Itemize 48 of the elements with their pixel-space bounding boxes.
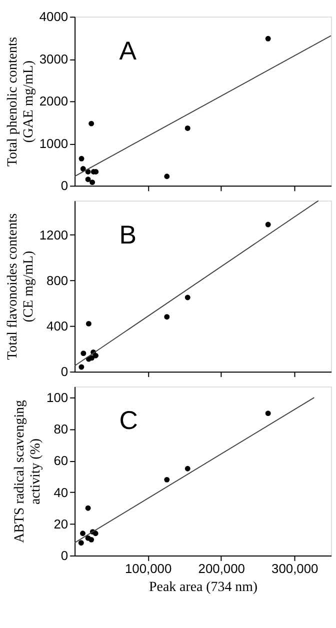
- point: [78, 540, 84, 546]
- annotation: B: [119, 221, 137, 250]
- point: [265, 36, 271, 42]
- point: [80, 350, 86, 356]
- y-tick-label: 80: [54, 422, 68, 437]
- point: [80, 166, 86, 172]
- y-axis-title: Total flavonoides contents (CE mg/mL): [5, 213, 36, 360]
- y-tick-label: 0: [60, 178, 68, 194]
- point: [93, 352, 98, 358]
- point: [164, 476, 170, 482]
- y-tick-label: 800: [46, 272, 68, 288]
- point: [78, 364, 84, 370]
- point: [86, 320, 92, 326]
- point: [90, 180, 96, 186]
- point: [85, 505, 91, 511]
- y-tick-label: 0: [60, 364, 68, 380]
- point: [88, 536, 94, 542]
- point: [92, 530, 98, 536]
- point: [88, 120, 94, 126]
- y-tick-label: 4000: [39, 9, 68, 24]
- x-tick-label: 200,000: [198, 560, 245, 576]
- y-axis-title: Total phenolic contents (GAE mg/mL): [5, 36, 36, 166]
- y-tick-label: 20: [54, 516, 68, 532]
- point: [184, 466, 190, 472]
- y-tick-label: 40: [54, 484, 68, 500]
- x-tick-label: 300,000: [272, 560, 318, 576]
- point: [85, 176, 91, 182]
- point: [265, 410, 271, 416]
- y-tick-label: 60: [54, 453, 68, 468]
- y-tick-label: 3000: [39, 51, 68, 66]
- y-tick-label: 1200: [39, 227, 68, 242]
- annotation: C: [119, 407, 138, 436]
- point: [184, 126, 190, 131]
- point: [78, 156, 84, 162]
- annotation: A: [119, 37, 138, 66]
- y-tick-label: 100: [46, 390, 68, 406]
- point: [164, 314, 170, 320]
- y-tick-label: 2000: [39, 94, 68, 109]
- y-tick-label: 1000: [39, 136, 68, 151]
- point: [164, 174, 170, 180]
- y-tick-label: 0: [60, 548, 68, 563]
- y-axis-title: ABTS radical scavenging activity (%): [12, 400, 44, 543]
- point: [265, 222, 271, 228]
- x-tick-label: 100,000: [125, 560, 172, 576]
- x-axis-title: Peak area (734 nm): [149, 580, 258, 595]
- point: [80, 530, 86, 536]
- point: [184, 294, 190, 300]
- y-tick-label: 400: [46, 318, 68, 334]
